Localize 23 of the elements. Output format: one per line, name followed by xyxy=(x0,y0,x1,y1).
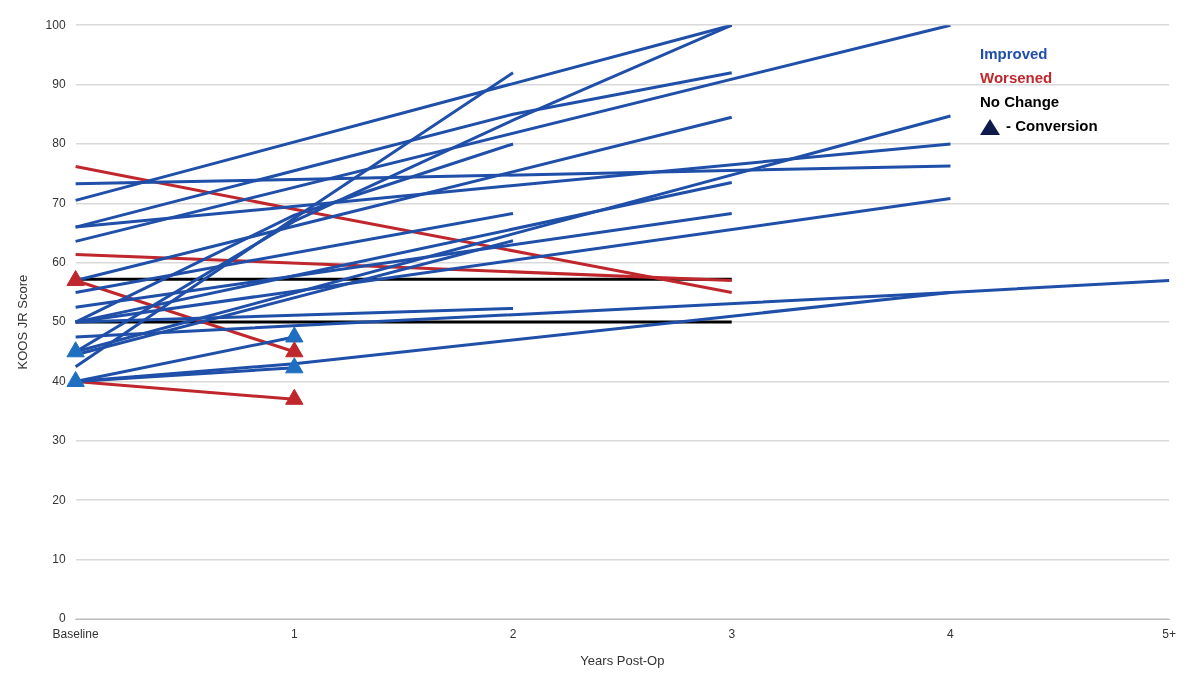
y-tick-label: 100 xyxy=(45,17,66,32)
text: No Change xyxy=(979,93,1060,111)
annotation: - Conversion xyxy=(1005,117,1098,135)
y-axis-title: KOOS JR Score xyxy=(15,274,31,370)
y-tick-label: 90 xyxy=(52,76,66,91)
text: Worsened xyxy=(979,69,1053,87)
y-tick-label: 60 xyxy=(52,255,66,270)
x-axis-title: Years Post-Op xyxy=(580,652,665,668)
x-tick-label: 5+ xyxy=(1162,626,1176,641)
y-tick-label: 80 xyxy=(52,136,66,151)
y-tick-label: 70 xyxy=(52,195,66,210)
y-tick-label: 0 xyxy=(58,611,66,626)
x-tick-label: 2 xyxy=(509,626,517,641)
y-tick-label: 40 xyxy=(52,373,66,388)
y-tick-label: 30 xyxy=(52,433,66,448)
y-tick-label: 20 xyxy=(52,492,66,507)
x-tick-label: 3 xyxy=(728,626,736,641)
x-tick-label: 4 xyxy=(947,626,955,641)
y-tick-label: 50 xyxy=(52,314,66,329)
x-tick-label: Baseline xyxy=(52,626,99,641)
x-tick-label: 1 xyxy=(290,626,298,641)
y-tick-label: 10 xyxy=(52,551,66,566)
text: Improved xyxy=(979,45,1048,63)
